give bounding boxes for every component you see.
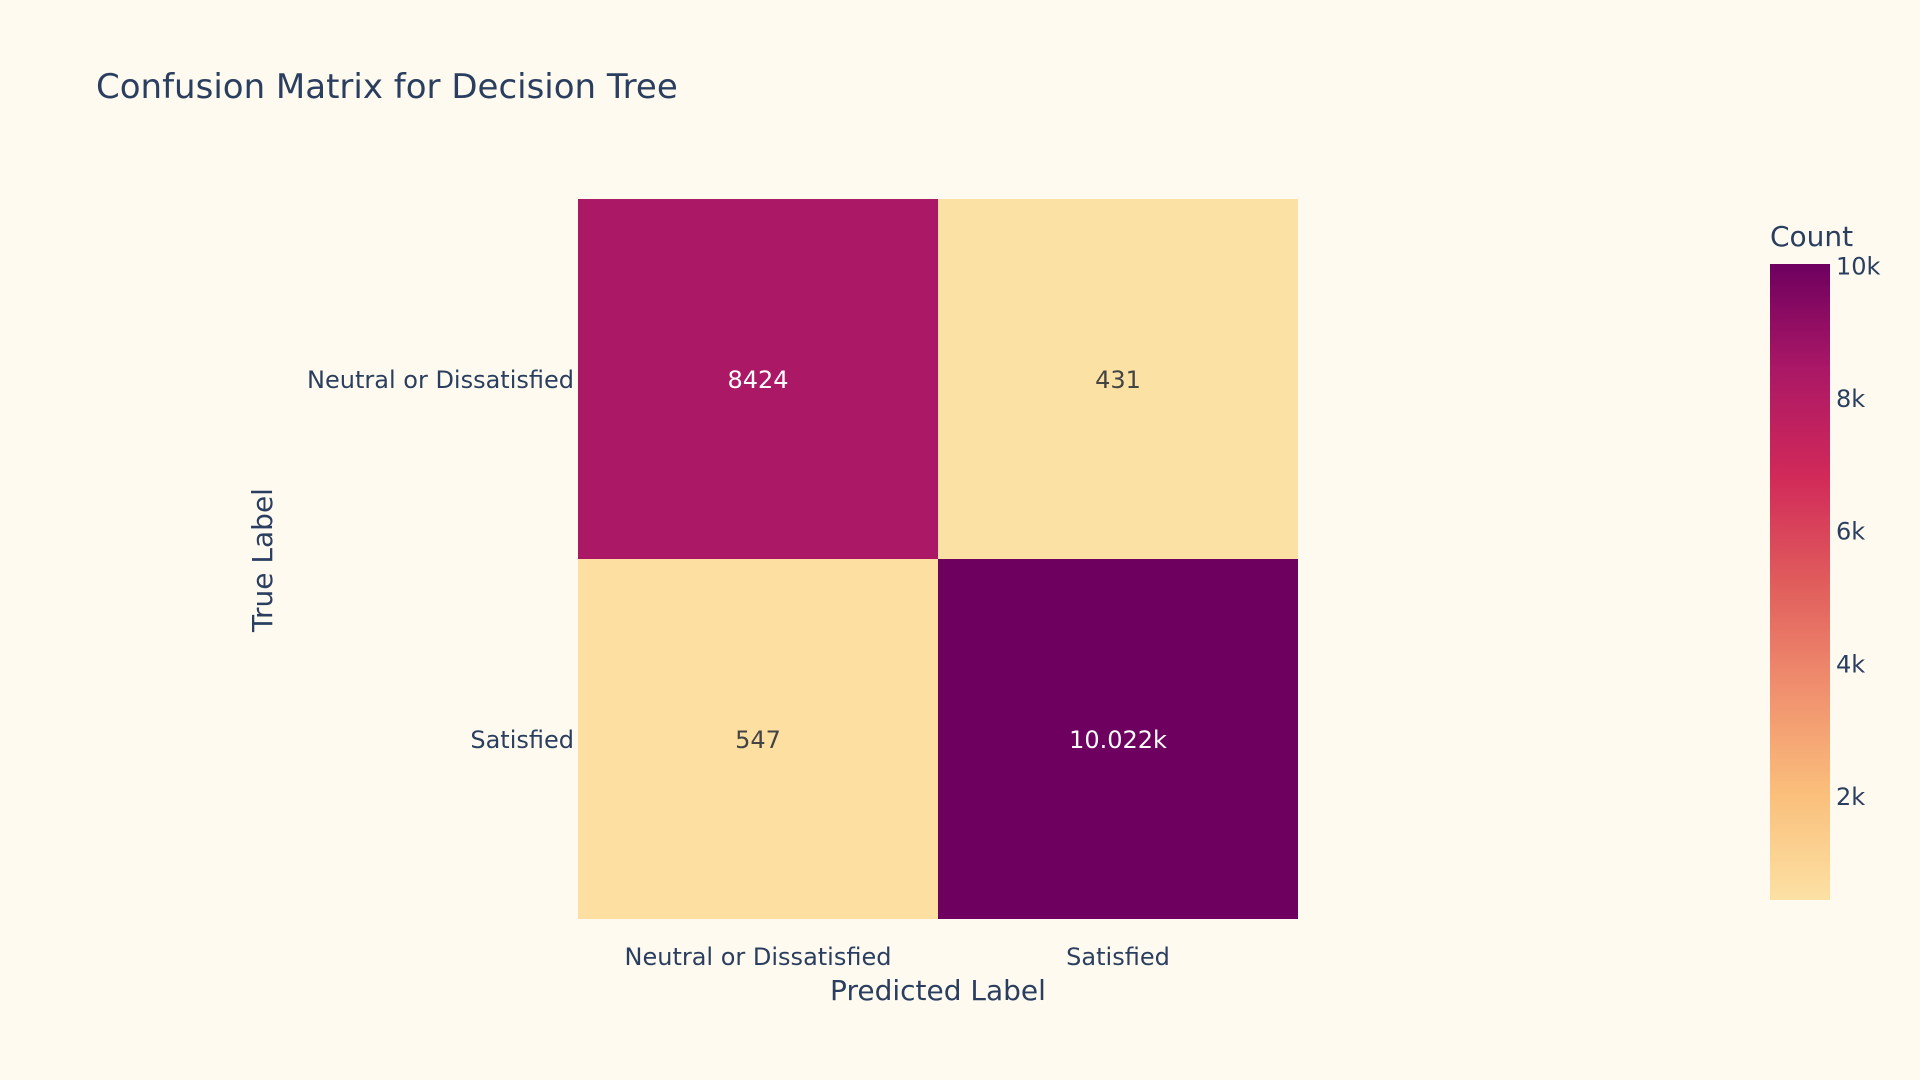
cell-value-label: 8424	[727, 366, 788, 394]
cell-value-label: 547	[735, 726, 781, 754]
colorbar: Count 2k 4k 6k 8k 10k	[1770, 220, 1881, 900]
x-tick-label: Neutral or Dissatisfied	[625, 943, 892, 971]
x-tick-label: Satisfied	[1066, 943, 1170, 971]
heatmap-cell	[578, 559, 938, 919]
y-tick-label: Satisfied	[470, 726, 574, 754]
y-axis-title: True Label	[246, 488, 279, 633]
colorbar-tick-label: 10k	[1836, 252, 1881, 280]
x-axis-title: Predicted Label	[830, 974, 1046, 1007]
heatmap-cells: 8424 431 547 10.022k	[578, 199, 1298, 919]
colorbar-tick-label: 8k	[1836, 385, 1865, 413]
colorbar-gradient	[1770, 264, 1830, 900]
colorbar-tick-label: 6k	[1836, 518, 1865, 546]
y-axis-ticks: Neutral or Dissatisfied Satisfied	[307, 366, 574, 754]
heatmap-cell	[578, 199, 938, 559]
chart-title: Confusion Matrix for Decision Tree	[96, 67, 678, 107]
cell-value-label: 10.022k	[1069, 726, 1167, 754]
y-tick-label: Neutral or Dissatisfied	[307, 366, 574, 394]
heatmap-cell	[938, 199, 1298, 559]
heatmap-cell	[938, 559, 1298, 919]
x-axis-ticks: Neutral or Dissatisfied Satisfied	[625, 943, 1170, 971]
colorbar-tick-label: 2k	[1836, 783, 1865, 811]
colorbar-ticks: 2k 4k 6k 8k 10k	[1836, 252, 1881, 810]
colorbar-tick-label: 4k	[1836, 650, 1865, 678]
colorbar-title: Count	[1770, 220, 1853, 253]
cell-value-label: 431	[1095, 366, 1141, 394]
